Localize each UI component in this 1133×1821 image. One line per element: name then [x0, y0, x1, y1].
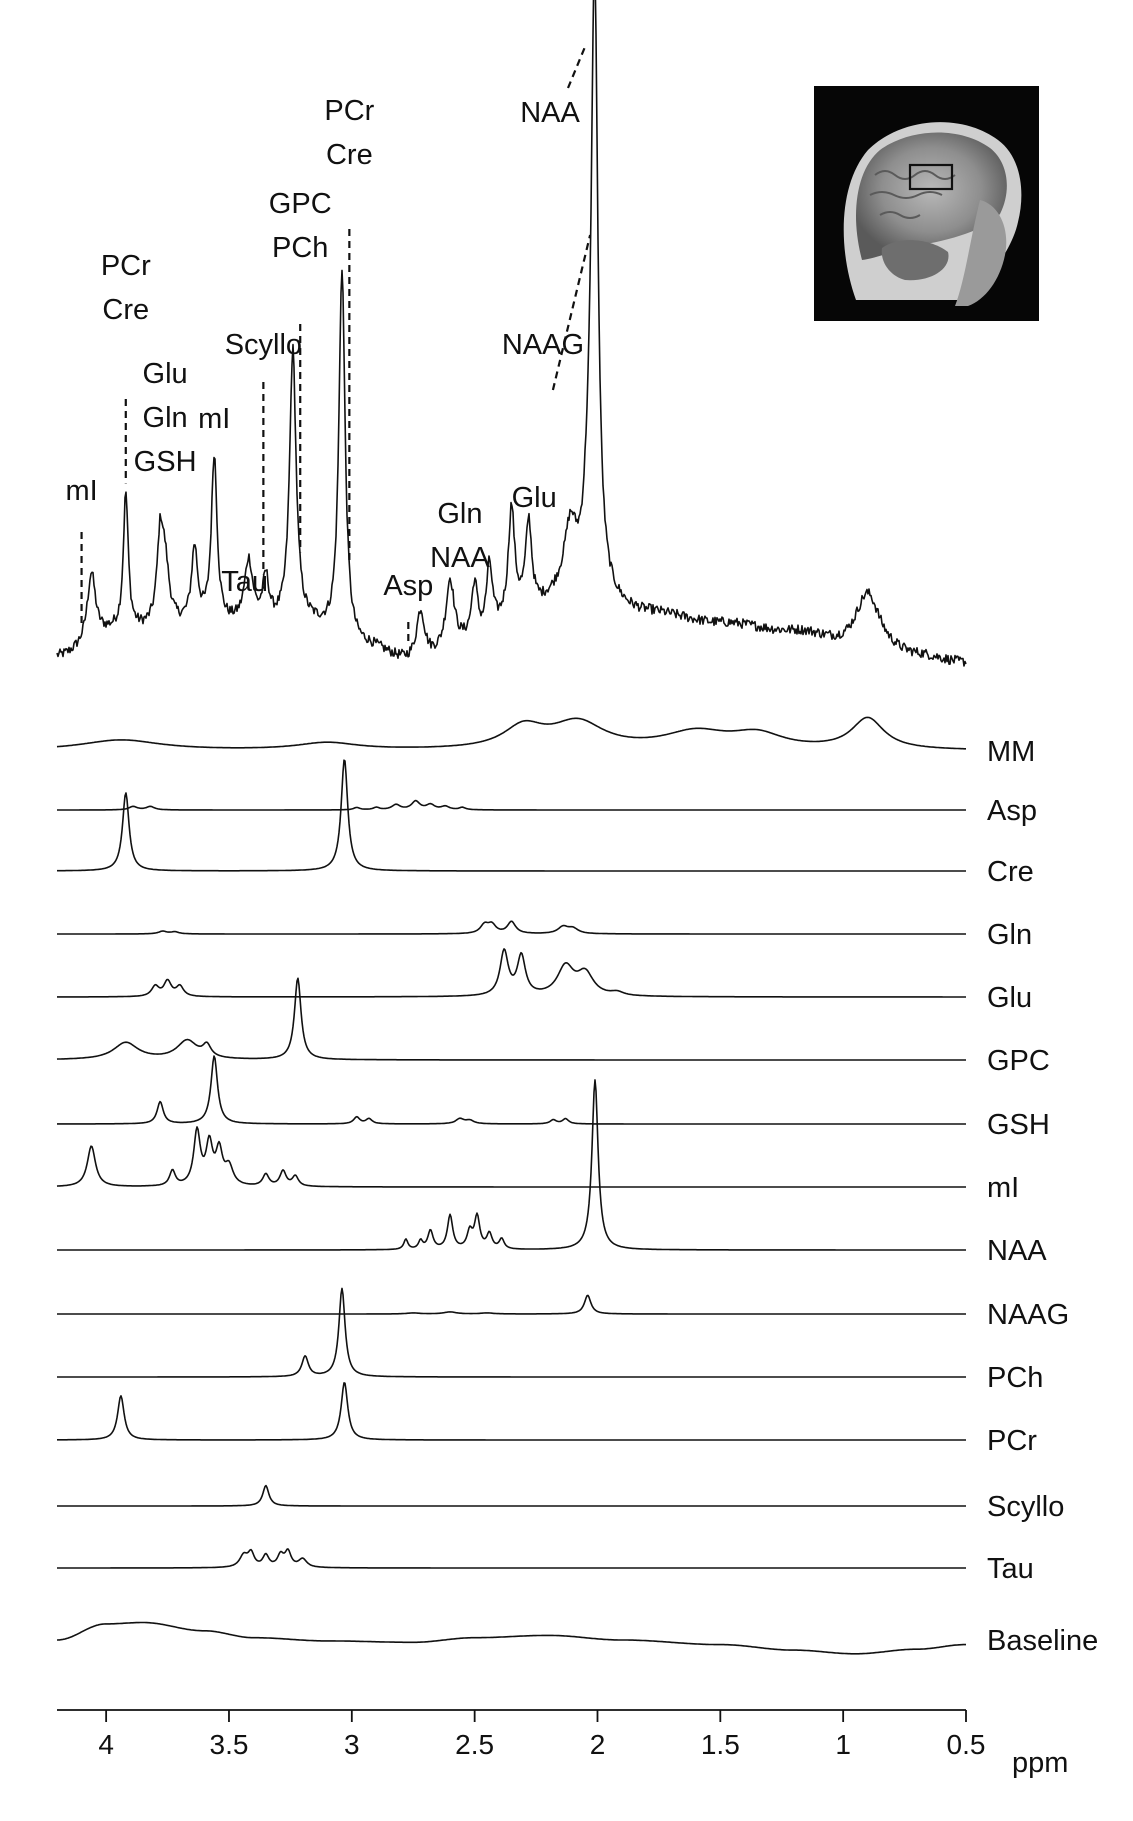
series-line-tau	[57, 1548, 966, 1569]
peak-label: Scyllo	[225, 329, 302, 361]
mri-inset	[814, 86, 1039, 321]
series-line-gpc	[56, 977, 966, 1061]
peak-label: Glu	[512, 482, 557, 514]
peak-label: GPC PCh	[269, 188, 332, 264]
series-line-glu	[57, 948, 966, 998]
series-label-glu: Glu	[987, 982, 1032, 1014]
peak-label-text: PCh	[272, 232, 328, 264]
observed-spectrum-line	[56, 0, 967, 667]
peak-label-text: Gln	[143, 402, 188, 434]
series-label-gsh: GSH	[987, 1109, 1050, 1141]
peak-label-text: PCr	[324, 95, 374, 127]
peak-label-text: NAA	[520, 97, 580, 129]
series-line-baseline	[57, 1621, 966, 1655]
peak-label: Tau	[221, 566, 268, 598]
mri-face	[955, 200, 1007, 306]
x-tick-label: 2.5	[455, 1729, 494, 1760]
series-label-tau: Tau	[987, 1553, 1034, 1585]
series-line-naag	[57, 1294, 966, 1315]
series-label-asp: Asp	[987, 795, 1037, 827]
x-tick-label: 0.5	[947, 1729, 986, 1760]
x-axis-unit: ppm	[1012, 1747, 1068, 1779]
series-line-pch	[57, 1287, 966, 1378]
series-label-cre: Cre	[987, 856, 1034, 888]
leader-line	[566, 47, 586, 89]
mri-sulci	[869, 170, 956, 219]
peak-label-text: Glu	[143, 358, 188, 390]
series-label-pcr: PCr	[987, 1425, 1037, 1457]
peak-label-text: Tau	[221, 566, 268, 598]
peak-label: NAA	[520, 97, 580, 129]
peak-label-text: GPC	[269, 188, 332, 220]
peak-label-text: GSH	[134, 446, 197, 478]
voxel-box	[908, 163, 954, 191]
series-label-mi: mI	[987, 1172, 1019, 1204]
series-label-naa: NAA	[987, 1235, 1047, 1267]
series-label-naag: NAAG	[987, 1299, 1069, 1331]
series-label-gpc: GPC	[987, 1045, 1050, 1077]
series-label-pch: PCh	[987, 1362, 1043, 1394]
series-line-mi	[56, 1126, 966, 1188]
peak-label-text: PCr	[101, 250, 151, 282]
x-tick-label: 4	[98, 1729, 114, 1760]
x-tick-label: 3.5	[210, 1729, 249, 1760]
x-tick-label: 2	[590, 1729, 606, 1760]
traces	[56, 0, 967, 1655]
x-tick-label: 1.5	[701, 1729, 740, 1760]
peak-label-text: Cre	[102, 294, 149, 326]
peak-label: Glu Gln GSH	[134, 358, 197, 478]
peak-label: mI	[198, 403, 230, 435]
series-line-pcr	[57, 1382, 966, 1441]
series-label-mm: MM	[987, 736, 1035, 768]
series-line-mm	[56, 716, 966, 750]
peak-label-text: Cre	[326, 139, 373, 171]
labels: MMAspCreGlnGluGPCGSHmINAANAAGPChPCrScyll…	[65, 95, 1098, 1657]
series-label-gln: Gln	[987, 919, 1032, 951]
ppm-axis: 4 3.5 3 2.5 2 1.5 1 0.5 ppm	[57, 1709, 1068, 1779]
x-tick-label: 1	[835, 1729, 851, 1760]
series-line-naa	[57, 1079, 966, 1251]
peak-label-text: NAA	[430, 542, 490, 574]
series-label-scyllo: Scyllo	[987, 1491, 1064, 1523]
series-line-scyllo	[57, 1484, 966, 1507]
leader-line	[551, 234, 592, 391]
peak-label: Asp	[383, 570, 433, 602]
leader-lines	[80, 47, 592, 645]
peak-label-text: Asp	[383, 570, 433, 602]
peak-label: NAAG	[502, 329, 584, 361]
peak-label-text: NAAG	[502, 329, 584, 361]
mri-cerebellum	[881, 240, 949, 281]
peak-label-text: mI	[198, 403, 230, 435]
peak-label: mI	[65, 475, 97, 507]
series-line-gsh	[57, 1055, 966, 1125]
peak-label: PCr Cre	[101, 250, 151, 326]
series-label-baseline: Baseline	[987, 1625, 1098, 1657]
mri-brain	[856, 132, 1007, 260]
series-line-gln	[57, 920, 966, 935]
peak-label-text: Scyllo	[225, 329, 302, 361]
series-line-asp	[57, 799, 966, 811]
x-tick-label: 3	[344, 1729, 360, 1760]
peak-label-text: Glu	[512, 482, 557, 514]
peak-label: PCr Cre	[324, 95, 374, 171]
series-line-cre	[57, 759, 966, 872]
peak-label-text: Gln	[437, 498, 482, 530]
peak-label: Gln NAA	[430, 498, 490, 574]
peak-label-text: mI	[65, 475, 97, 507]
